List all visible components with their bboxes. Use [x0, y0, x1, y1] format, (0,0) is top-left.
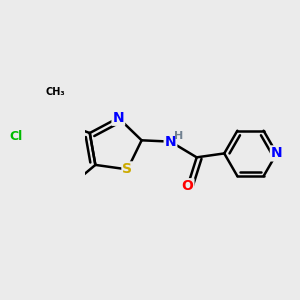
Text: Cl: Cl: [9, 130, 23, 142]
Text: N: N: [271, 146, 283, 161]
Text: N: N: [165, 135, 176, 148]
Text: N: N: [112, 111, 124, 125]
Text: CH₃: CH₃: [45, 87, 65, 97]
Text: O: O: [182, 179, 194, 193]
Text: S: S: [122, 162, 132, 176]
Text: H: H: [174, 131, 183, 141]
